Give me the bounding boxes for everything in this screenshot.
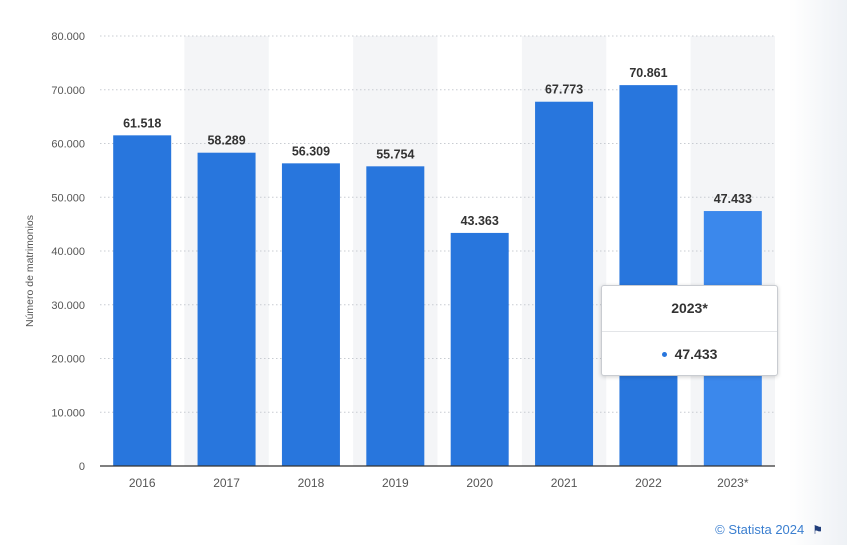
x-tick-label: 2017 (213, 476, 240, 490)
flag-icon[interactable]: ⚑ (812, 522, 823, 537)
y-tick-label: 80.000 (51, 31, 85, 43)
x-tick-label: 2016 (129, 476, 156, 490)
tooltip-body: 47.433 (602, 332, 777, 376)
x-tick-label: 2020 (466, 476, 493, 490)
bar-value-label: 61.518 (123, 116, 161, 130)
y-axis-ticks: 0 10.000 20.000 30.000 40.000 50.000 60.000 70.… (51, 31, 85, 473)
right-edge-fade (789, 0, 847, 545)
x-tick-label: 2021 (551, 476, 578, 490)
x-tick-label: 2018 (298, 476, 325, 490)
bar-value-label: 70.861 (629, 66, 667, 80)
bar[interactable] (197, 152, 256, 466)
y-tick-label: 70.000 (51, 85, 85, 97)
bar-value-label: 47.433 (714, 192, 752, 206)
tooltip-title: 2023* (602, 286, 777, 332)
data-labels: 61.518 58.289 56.309 55.754 43.363 67.773 70.8… (123, 66, 752, 228)
x-tick-label: 2022 (635, 476, 662, 490)
x-tick-label: 2023* (717, 476, 749, 490)
x-tick-label: 2019 (382, 476, 409, 490)
bar[interactable] (366, 166, 425, 466)
y-tick-label: 10.000 (51, 407, 85, 419)
bar-value-label: 56.309 (292, 144, 330, 158)
bar-value-label: 55.754 (376, 147, 414, 161)
bar-value-label: 67.773 (545, 83, 583, 97)
x-axis-ticks: 2016 2017 2018 2019 2020 2021 2022 2023* (129, 476, 749, 490)
y-axis-title: Número de matrimonios (24, 215, 36, 327)
statista-credit[interactable]: © Statista 2024 ⚑ (715, 522, 823, 537)
y-tick-label: 30.000 (51, 300, 85, 312)
bar-value-label: 58.289 (207, 134, 245, 148)
bar[interactable] (535, 101, 594, 466)
bar[interactable] (619, 85, 678, 466)
bar[interactable] (113, 135, 172, 466)
y-tick-label: 0 (79, 461, 85, 473)
bar[interactable] (281, 163, 340, 467)
y-tick-label: 40.000 (51, 246, 85, 258)
bar-value-label: 43.363 (461, 214, 499, 228)
tooltip-value: 47.433 (674, 346, 718, 362)
y-tick-label: 20.000 (51, 354, 85, 366)
credit-text: © Statista 2024 (715, 522, 805, 537)
y-tick-label: 60.000 (51, 139, 85, 151)
hover-tooltip: 2023* 47.433 (601, 285, 778, 376)
y-tick-label: 50.000 (51, 192, 85, 204)
series-dot-icon (661, 351, 667, 357)
bar[interactable] (450, 232, 509, 466)
